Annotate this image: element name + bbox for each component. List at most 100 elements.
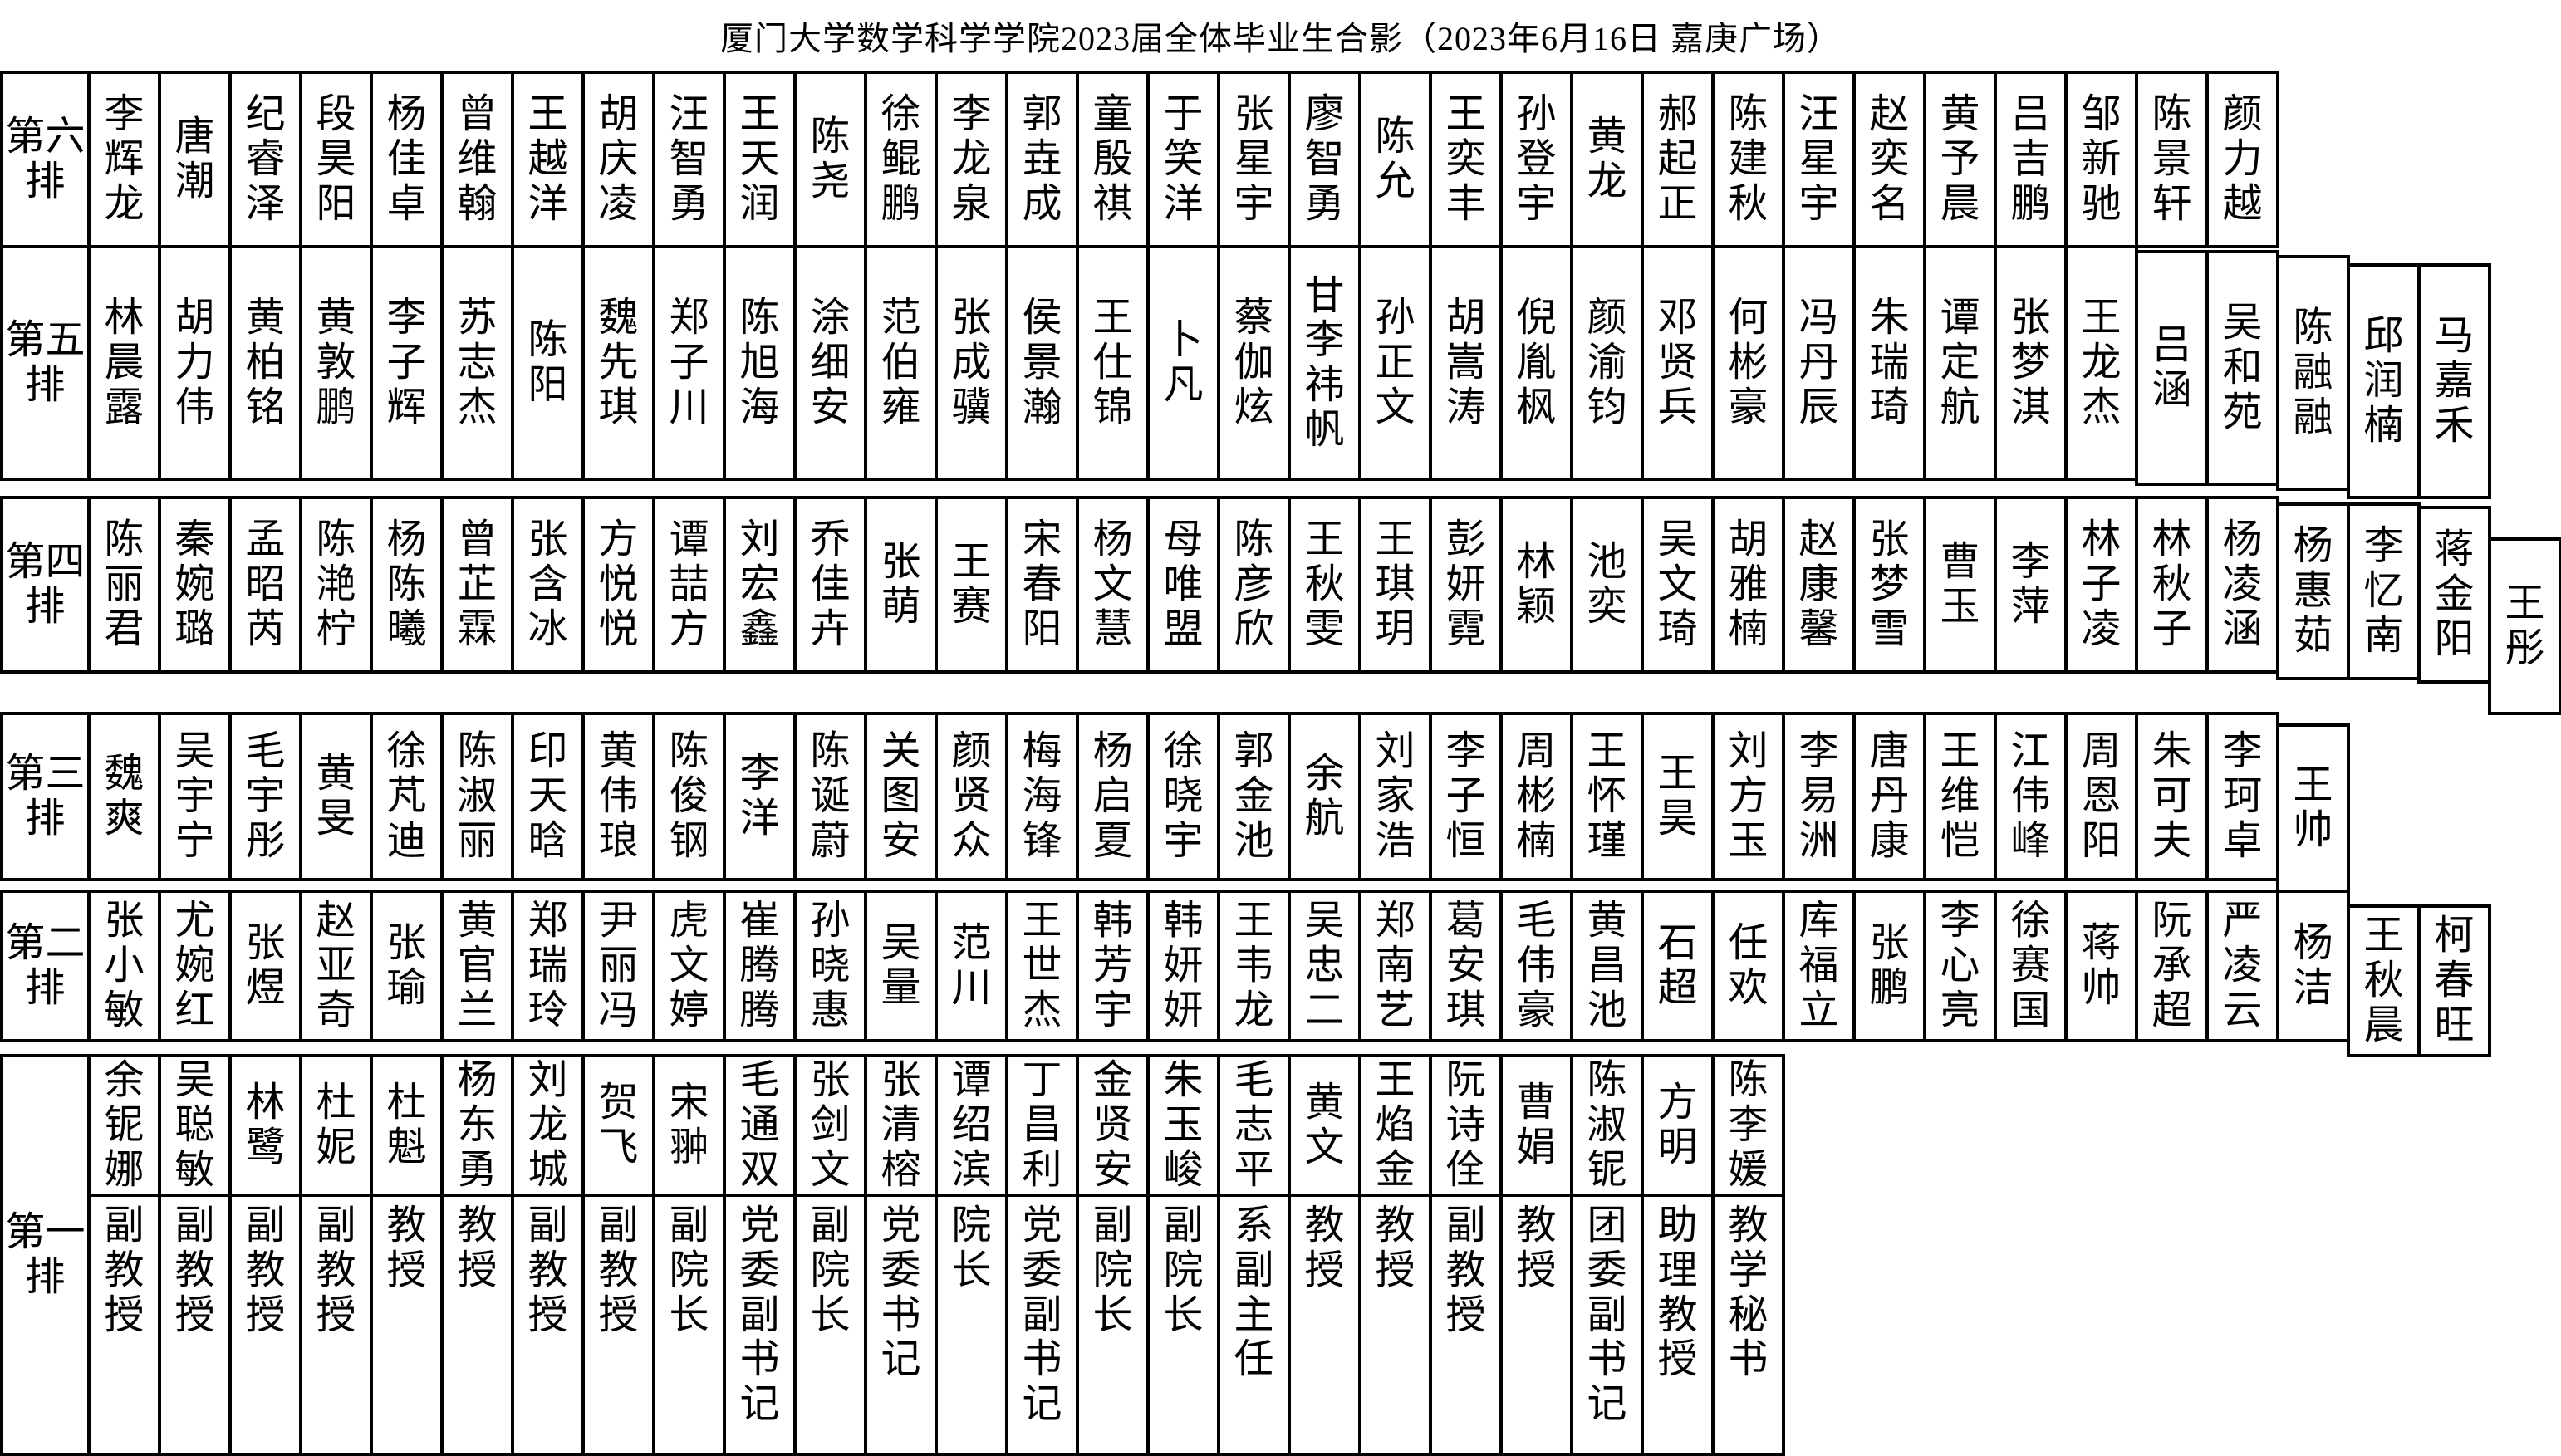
person-name-cell: 何彬豪	[1711, 245, 1785, 481]
person-name-cell: 王龙杰	[2064, 245, 2138, 481]
person-name-cell: 李辉龙	[87, 71, 161, 248]
seat-row-5: 第五排 林晨露 胡力伟 黄柏铭 黄敦鹏 李子辉 苏志杰 陈阳 魏先琪 郑子川 陈旭海 涂细安 范伯雍 张成…	[0, 245, 2561, 499]
person-name-cell: 方悦悦	[581, 496, 655, 674]
person-title-cell: 副教授	[581, 1194, 655, 1456]
person-column: 宋翀 副院长	[652, 1054, 726, 1456]
person-name-cell: 关图安	[864, 712, 938, 881]
person-name-cell: 曾维翰	[440, 71, 514, 248]
person-name-cell: 李忆南	[2347, 502, 2421, 680]
person-name-cell: 王韦龙	[1217, 890, 1291, 1042]
person-name-cell: 陈彦欣	[1217, 496, 1291, 674]
person-name-cell: 廖智勇	[1288, 71, 1361, 248]
person-title-cell: 教学秘书	[1711, 1194, 1785, 1456]
page-title: 厦门大学数学科学学院2023届全体毕业生合影（2023年6月16日 嘉庚广场）	[720, 19, 1841, 57]
person-name-cell: 张剑文	[793, 1054, 867, 1197]
seating-chart-page: { "title": "厦门大学数学科学学院2023届全体毕业生合影（2023年…	[0, 19, 2561, 1456]
person-name-cell: 纪睿泽	[228, 71, 302, 248]
person-column: 曹娟 教授	[1499, 1054, 1573, 1456]
person-name-cell: 吕吉鹏	[1994, 71, 2068, 248]
person-name-cell: 吕涵	[2135, 250, 2209, 486]
person-name-cell: 汪星宇	[1782, 71, 1856, 248]
person-name-cell: 曹玉	[1923, 496, 1997, 674]
person-title-cell: 副教授	[299, 1194, 373, 1456]
person-name-cell: 虎文婷	[652, 890, 726, 1042]
person-title-cell: 院长	[935, 1194, 1008, 1456]
person-name-cell: 韩芳宇	[1076, 890, 1150, 1042]
person-name-cell: 黄龙	[1570, 71, 1644, 248]
person-name-cell: 林鹭	[228, 1054, 302, 1197]
person-name-cell: 倪胤枫	[1499, 245, 1573, 481]
person-name-cell: 杨陈曦	[370, 496, 444, 674]
person-name-cell: 方明	[1641, 1054, 1715, 1197]
person-name-cell: 李龙泉	[935, 71, 1008, 248]
person-title-cell: 教授	[1358, 1194, 1432, 1456]
person-name-cell: 李萍	[1994, 496, 2068, 674]
person-name-cell: 蔡伽炫	[1217, 245, 1291, 481]
person-name-cell: 陈阳	[511, 245, 585, 481]
person-name-cell: 颜渝钧	[1570, 245, 1644, 481]
person-name-cell: 徐赛国	[1994, 890, 2068, 1042]
person-column: 杜妮 副教授	[299, 1054, 373, 1456]
person-title-cell: 副院长	[793, 1194, 867, 1456]
person-name-cell: 胡力伟	[158, 245, 232, 481]
person-name-cell: 林子凌	[2064, 496, 2138, 674]
person-name-cell: 范伯雍	[864, 245, 938, 481]
person-name-cell: 葛安琪	[1429, 890, 1503, 1042]
person-name-cell: 杨洁	[2276, 890, 2350, 1042]
person-name-cell: 冯丹辰	[1782, 245, 1856, 481]
person-name-cell: 李珂卓	[2205, 712, 2279, 881]
person-name-cell: 汪智勇	[652, 71, 726, 248]
person-title-cell: 副教授	[87, 1194, 161, 1456]
person-name-cell: 周恩阳	[2064, 712, 2138, 881]
person-name-cell: 赵奕名	[1852, 71, 1926, 248]
person-name-cell: 吴聪敏	[158, 1054, 232, 1197]
person-name-cell: 张梦淇	[1994, 245, 2068, 481]
person-name-cell: 贺飞	[581, 1054, 655, 1197]
person-name-cell: 印天晗	[511, 712, 585, 881]
person-name-cell: 丁昌利	[1005, 1054, 1079, 1197]
person-title-cell: 副教授	[1429, 1194, 1503, 1456]
person-name-cell: 毛伟豪	[1499, 890, 1573, 1042]
person-name-cell: 黄柏铭	[228, 245, 302, 481]
person-name-cell: 陈淑丽	[440, 712, 514, 881]
person-name-cell: 王维恺	[1923, 712, 1997, 881]
row-label: 第六排	[0, 71, 91, 248]
person-name-cell: 毛宇彤	[228, 712, 302, 881]
person-name-cell: 童殷祺	[1076, 71, 1150, 248]
row-label: 第三排	[0, 712, 91, 881]
person-name-cell: 谭绍滨	[935, 1054, 1008, 1197]
row-label: 第五排	[0, 245, 91, 481]
person-column: 毛通双 党委副书记	[723, 1054, 797, 1456]
person-name-cell: 王赛	[935, 496, 1008, 674]
person-name-cell: 吴和苑	[2205, 250, 2279, 486]
person-name-cell: 徐晓宇	[1146, 712, 1220, 881]
person-name-cell: 杨惠茹	[2276, 502, 2350, 680]
person-title-cell: 团委副书记	[1570, 1194, 1644, 1456]
person-name-cell: 王世杰	[1005, 890, 1079, 1042]
person-name-cell: 谭喆方	[652, 496, 726, 674]
person-name-cell: 胡雅楠	[1711, 496, 1785, 674]
person-name-cell: 赵康馨	[1782, 496, 1856, 674]
person-title-cell: 教授	[1499, 1194, 1573, 1456]
person-name-cell: 乔佳卉	[793, 496, 867, 674]
person-name-cell: 江伟峰	[1994, 712, 2068, 881]
person-name-cell: 陈允	[1358, 71, 1432, 248]
person-name-cell: 王仕锦	[1076, 245, 1150, 481]
person-name-cell: 刘家浩	[1358, 712, 1432, 881]
person-name-cell: 吴忠二	[1288, 890, 1361, 1042]
person-column: 阮诗佺 副教授	[1429, 1054, 1503, 1456]
row-label: 第一排	[0, 1054, 91, 1456]
person-name-cell: 郑子川	[652, 245, 726, 481]
person-name-cell: 涂细安	[793, 245, 867, 481]
person-name-cell: 唐潮	[158, 71, 232, 248]
person-name-cell: 黄旻	[299, 712, 373, 881]
person-name-cell: 黄官兰	[440, 890, 514, 1042]
person-name-cell: 陈俊钢	[652, 712, 726, 881]
person-title-cell: 助理教授	[1641, 1194, 1715, 1456]
person-name-cell: 吴量	[864, 890, 938, 1042]
person-name-cell: 王秋晨	[2347, 904, 2421, 1057]
person-name-cell: 黄昌池	[1570, 890, 1644, 1042]
person-name-cell: 陈滟柠	[299, 496, 373, 674]
person-title-cell: 教授	[370, 1194, 444, 1456]
person-name-cell: 林晨露	[87, 245, 161, 481]
